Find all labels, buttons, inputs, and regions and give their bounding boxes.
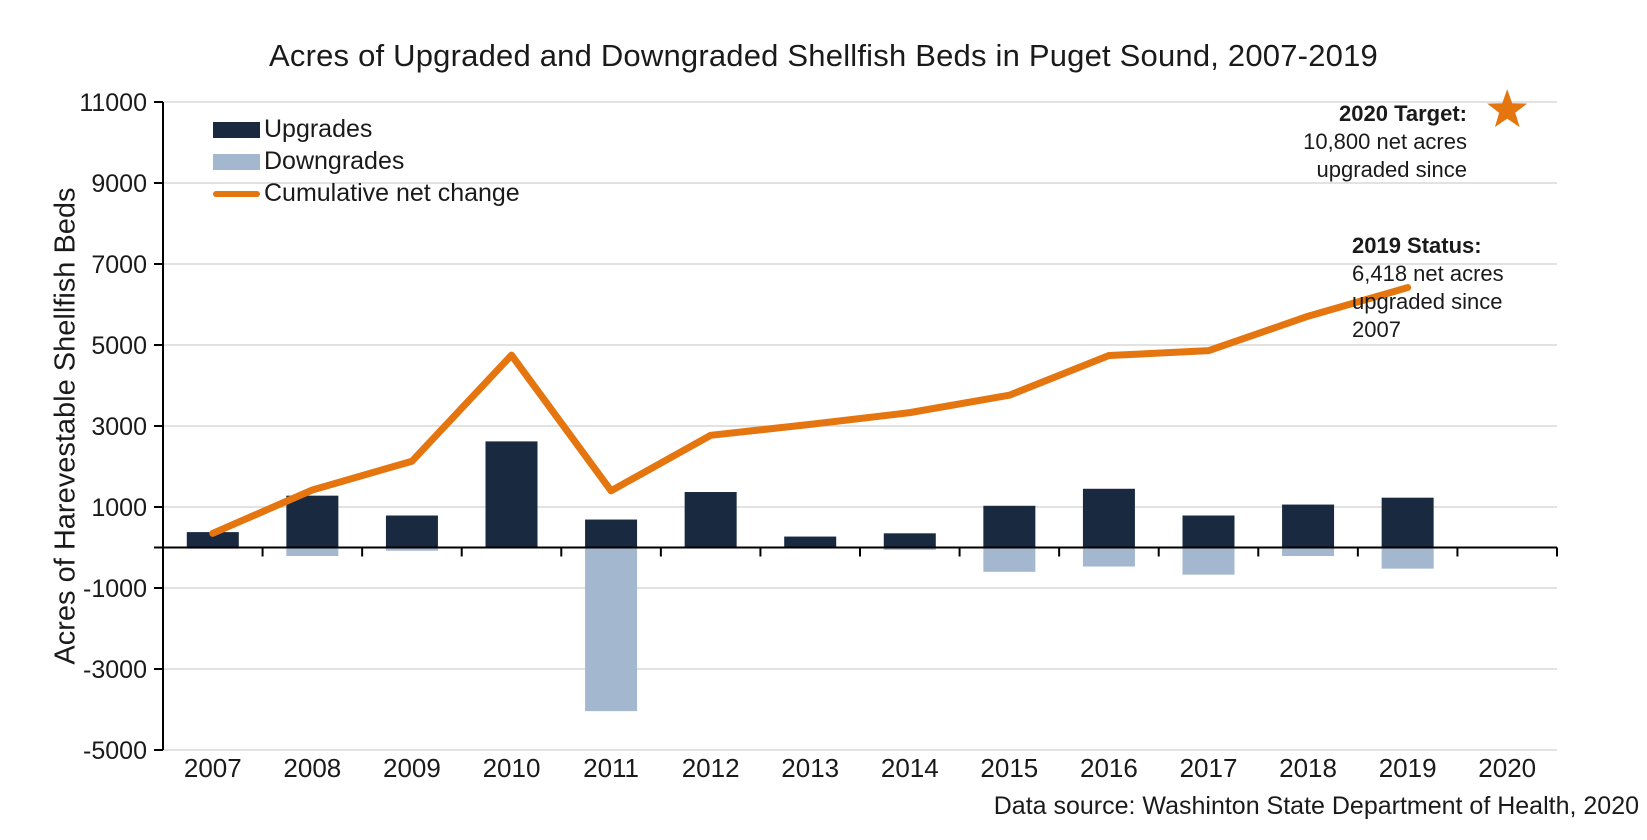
x-tick-label-2018: 2018 [1279, 753, 1337, 783]
bar-downgrade-2017 [1182, 547, 1235, 575]
target-annotation-line: upgraded since [1316, 157, 1467, 182]
target-annotation-heading: 2020 Target: [1339, 101, 1467, 126]
status-annotation-line: 6,418 net acres [1352, 261, 1504, 286]
bar-downgrade-2015 [983, 547, 1036, 572]
x-tick-label-2014: 2014 [881, 753, 939, 783]
chart-title: Acres of Upgraded and Downgraded Shellfi… [269, 38, 1378, 73]
bar-downgrade-2014 [883, 547, 936, 550]
y-tick-label-11000: 11000 [79, 89, 147, 117]
bar-upgrade-2019 [1381, 497, 1434, 548]
target-star-icon [1487, 89, 1528, 128]
bar-upgrade-2008 [286, 495, 339, 548]
y-tick-label-7000: 7000 [91, 251, 147, 279]
bar-upgrade-2007 [186, 532, 239, 548]
bar-downgrade-2019 [1381, 547, 1434, 569]
status-annotation: 2019 Status: 6,418 net acres upgraded si… [1352, 232, 1504, 344]
x-tick-label-2009: 2009 [383, 753, 441, 783]
y-tick-label--1000: -1000 [83, 575, 147, 603]
y-tick-label-3000: 3000 [91, 413, 147, 441]
bar-upgrade-2015 [983, 505, 1036, 548]
legend-item-downgrades: Downgrades [213, 147, 520, 175]
legend-item-upgrades: Upgrades [213, 115, 520, 143]
legend: Upgrades Downgrades Cumulative net chang… [213, 115, 520, 207]
bar-upgrade-2014 [883, 533, 936, 548]
y-tick-label-1000: 1000 [91, 494, 147, 522]
bar-upgrade-2017 [1182, 515, 1235, 548]
x-tick-label-2012: 2012 [682, 753, 740, 783]
x-tick-label-2013: 2013 [781, 753, 839, 783]
x-tick-label-2019: 2019 [1379, 753, 1437, 783]
legend-label-upgrades: Upgrades [264, 115, 373, 143]
bar-downgrade-2018 [1282, 547, 1335, 557]
x-tick-label-2020: 2020 [1478, 753, 1536, 783]
status-annotation-line: 2007 [1352, 317, 1401, 342]
status-annotation-line: upgraded since [1352, 289, 1503, 314]
y-tick-label-9000: 9000 [91, 170, 147, 198]
bar-downgrade-2011 [585, 547, 638, 712]
upgrades-swatch [213, 121, 260, 138]
x-tick-label-2017: 2017 [1180, 753, 1238, 783]
x-tick-label-2016: 2016 [1080, 753, 1138, 783]
legend-label-downgrades: Downgrades [264, 147, 405, 175]
bar-upgrade-2009 [385, 515, 438, 548]
x-tick-label-2007: 2007 [184, 753, 242, 783]
bar-upgrade-2011 [585, 519, 638, 548]
y-tick-label--5000: -5000 [83, 737, 147, 765]
data-source-note: Data source: Washinton State Department … [993, 792, 1639, 820]
bar-upgrade-2010 [485, 441, 538, 548]
legend-label-cumulative: Cumulative net change [264, 179, 520, 207]
bar-upgrade-2016 [1082, 488, 1135, 548]
y-tick-label-5000: 5000 [91, 332, 147, 360]
x-tick-label-2015: 2015 [980, 753, 1038, 783]
x-tick-label-2008: 2008 [283, 753, 341, 783]
downgrades-swatch [213, 153, 260, 170]
bar-downgrade-2009 [385, 547, 438, 551]
bar-downgrade-2008 [286, 547, 339, 557]
x-tick-label-2011: 2011 [583, 753, 639, 783]
y-tick-label--3000: -3000 [83, 656, 147, 684]
bar-downgrade-2016 [1082, 547, 1135, 567]
bar-upgrade-2012 [684, 492, 737, 548]
bar-upgrade-2018 [1282, 504, 1335, 548]
bar-upgrade-2013 [784, 536, 837, 548]
x-tick-label-2010: 2010 [483, 753, 541, 783]
target-annotation-line: 10,800 net acres [1303, 129, 1467, 154]
target-annotation: 2020 Target: 10,800 net acres upgraded s… [1303, 100, 1467, 184]
status-annotation-heading: 2019 Status: [1352, 233, 1482, 258]
cumulative-net-change-line [209, 284, 1412, 537]
legend-item-cumulative: Cumulative net change [213, 179, 520, 207]
cumulative-line-swatch [213, 190, 260, 197]
